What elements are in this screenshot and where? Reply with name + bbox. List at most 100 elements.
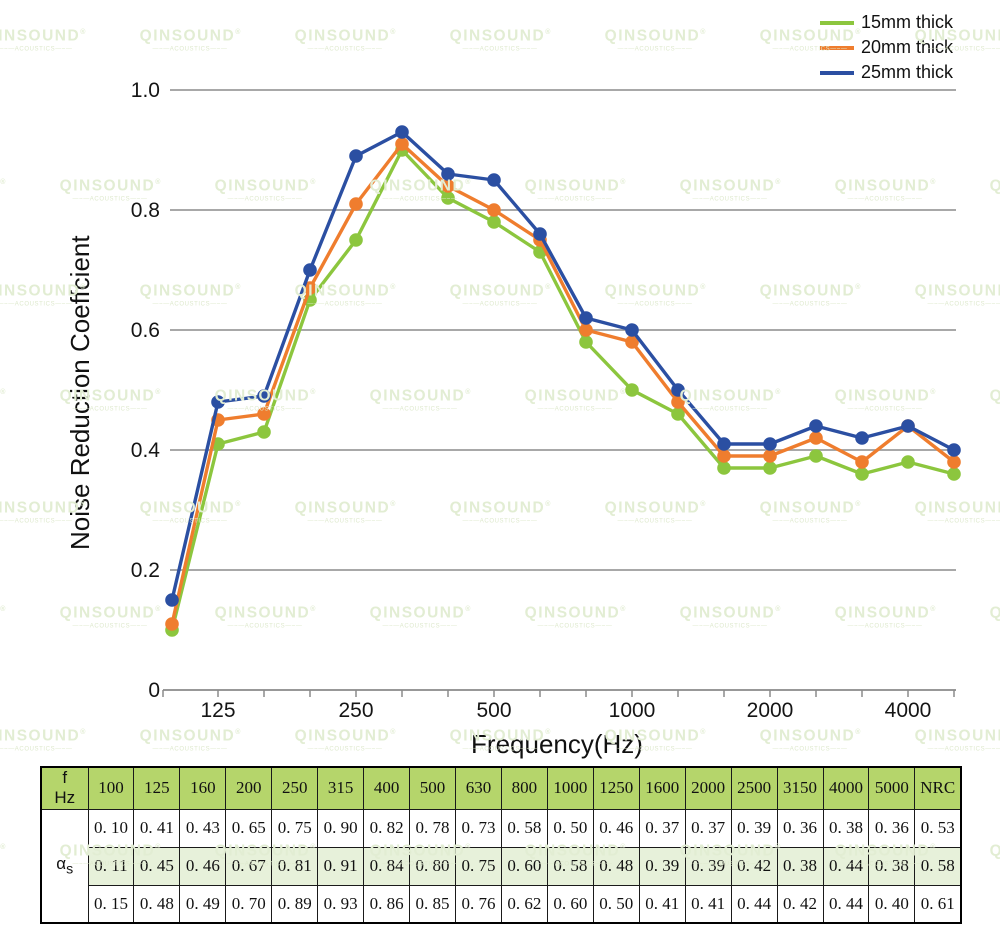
freq-header-cell: 1000	[546, 766, 594, 810]
legend-label: 15mm thick	[861, 12, 954, 32]
data-point-20mm-thick	[487, 203, 501, 217]
data-point-25mm-thick	[533, 227, 547, 241]
data-point-20mm-thick	[349, 197, 363, 211]
value-cell: 0. 39	[638, 846, 686, 886]
data-point-20mm-thick	[395, 137, 409, 151]
value-cell: 0. 75	[455, 846, 502, 886]
legend: 15mm thick 20mm thick 25mm thick	[820, 10, 953, 85]
freq-header-cell: 160	[179, 766, 227, 810]
y-tick-label: 1.0	[131, 79, 160, 102]
value-cell: 0. 44	[822, 846, 870, 886]
x-tick-label: 125	[200, 699, 235, 722]
data-point-15mm-thick	[809, 449, 823, 463]
data-point-25mm-thick	[763, 437, 777, 451]
value-cell: 0. 84	[363, 846, 411, 886]
y-tick-label: 0.8	[131, 199, 160, 222]
data-point-15mm-thick	[717, 461, 731, 475]
x-tick-label: 250	[338, 699, 373, 722]
legend-line-sample	[820, 20, 854, 25]
value-cell: 0. 58	[914, 846, 962, 886]
freq-header-cell: 315	[317, 766, 365, 810]
value-cell: 0. 50	[546, 808, 594, 848]
data-point-25mm-thick	[947, 443, 961, 457]
value-cell: 0. 48	[133, 884, 181, 924]
data-point-20mm-thick	[625, 335, 639, 349]
series-line-15mm-thick	[170, 148, 955, 631]
value-cell: 0. 46	[179, 846, 227, 886]
freq-header-cell: 1600	[638, 766, 686, 810]
value-cell: 0. 80	[409, 846, 456, 886]
value-cell: 0. 38	[868, 846, 916, 886]
value-cell: 0. 70	[225, 884, 273, 924]
value-cell: 0. 53	[914, 808, 962, 848]
watermark-brand-text: QINSOUND®	[0, 844, 6, 852]
legend-label: 20mm thick	[861, 37, 954, 57]
value-cell: 0. 36	[776, 808, 824, 848]
data-point-25mm-thick	[211, 395, 225, 409]
value-cell: 0. 43	[179, 808, 227, 848]
value-cell: 0. 50	[592, 884, 640, 924]
value-cell: 0. 37	[684, 808, 732, 848]
data-point-25mm-thick	[901, 419, 915, 433]
legend-line-sample	[820, 70, 854, 75]
value-cell: 0. 75	[271, 808, 319, 848]
data-point-15mm-thick	[441, 191, 455, 205]
value-cell: 0. 90	[317, 808, 365, 848]
freq-header-cell: 2500	[730, 766, 778, 810]
x-axis-title: Frequency(Hz)	[471, 729, 643, 759]
value-cell: 0. 81	[271, 846, 319, 886]
freq-header-cell: 100	[87, 766, 135, 810]
data-point-15mm-thick	[947, 467, 961, 481]
y-tick-label: 0.2	[131, 559, 160, 582]
corner-cell: f Hz	[40, 766, 89, 810]
value-cell: 0. 38	[776, 846, 824, 886]
freq-header-cell: 400	[363, 766, 411, 810]
data-point-25mm-thick	[487, 173, 501, 187]
data-point-25mm-thick	[625, 323, 639, 337]
y-tick-label: 0.4	[131, 439, 161, 462]
freq-header-cell: 125	[133, 766, 181, 810]
value-cell: 0. 91	[317, 846, 365, 886]
value-cell: 0. 62	[500, 884, 548, 924]
value-cell: 0. 37	[638, 808, 686, 848]
y-tick-label: 0.6	[131, 319, 160, 342]
y-tick-label: 0	[148, 679, 160, 702]
data-point-25mm-thick	[717, 437, 731, 451]
freq-header-cell: 1250	[592, 766, 640, 810]
value-cell: 0. 65	[225, 808, 273, 848]
data-point-25mm-thick	[809, 419, 823, 433]
value-cell: 0. 61	[914, 884, 962, 924]
data-point-15mm-thick	[901, 455, 915, 469]
freq-header-cell: 3150	[776, 766, 824, 810]
value-cell: 0. 42	[776, 884, 824, 924]
legend-item-25mm-thick: 25mm thick	[820, 60, 953, 85]
value-cell: 0. 40	[868, 884, 916, 924]
data-point-20mm-thick	[165, 617, 179, 631]
brand-watermark: QINSOUND®—~—ACOUSTICS—~—	[990, 843, 1000, 867]
legend-item-15mm-thick: 15mm thick	[820, 10, 953, 35]
value-cell: 0. 41	[638, 884, 686, 924]
data-point-20mm-thick	[441, 179, 455, 193]
data-point-25mm-thick	[579, 311, 593, 325]
data-point-15mm-thick	[257, 425, 271, 439]
data-point-20mm-thick	[855, 455, 869, 469]
value-cell: 0. 48	[592, 846, 640, 886]
freq-header-cell: 5000	[868, 766, 916, 810]
value-cell: 0. 39	[684, 846, 732, 886]
value-cell: 0. 85	[409, 884, 456, 924]
data-point-15mm-thick	[349, 233, 363, 247]
value-cell: 0. 58	[500, 808, 548, 848]
value-cell: 0. 93	[317, 884, 365, 924]
value-cell: 0. 49	[179, 884, 227, 924]
value-cell: 0. 44	[822, 884, 870, 924]
watermark-tagline: —~—ACOUSTICS—~—	[990, 861, 1000, 867]
freq-header-cell: 630	[455, 766, 502, 810]
freq-header-cell: 4000	[822, 766, 870, 810]
value-cell: 0. 36	[868, 808, 916, 848]
value-cell: 0. 78	[409, 808, 456, 848]
legend-label: 25mm thick	[861, 62, 954, 82]
freq-header-cell: 200	[225, 766, 273, 810]
data-point-15mm-thick	[855, 467, 869, 481]
value-cell: 0. 39	[730, 808, 778, 848]
